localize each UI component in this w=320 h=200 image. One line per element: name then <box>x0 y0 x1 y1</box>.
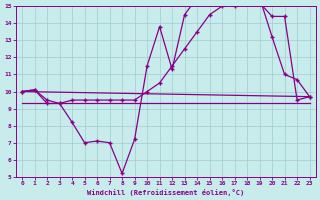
X-axis label: Windchill (Refroidissement éolien,°C): Windchill (Refroidissement éolien,°C) <box>87 189 244 196</box>
